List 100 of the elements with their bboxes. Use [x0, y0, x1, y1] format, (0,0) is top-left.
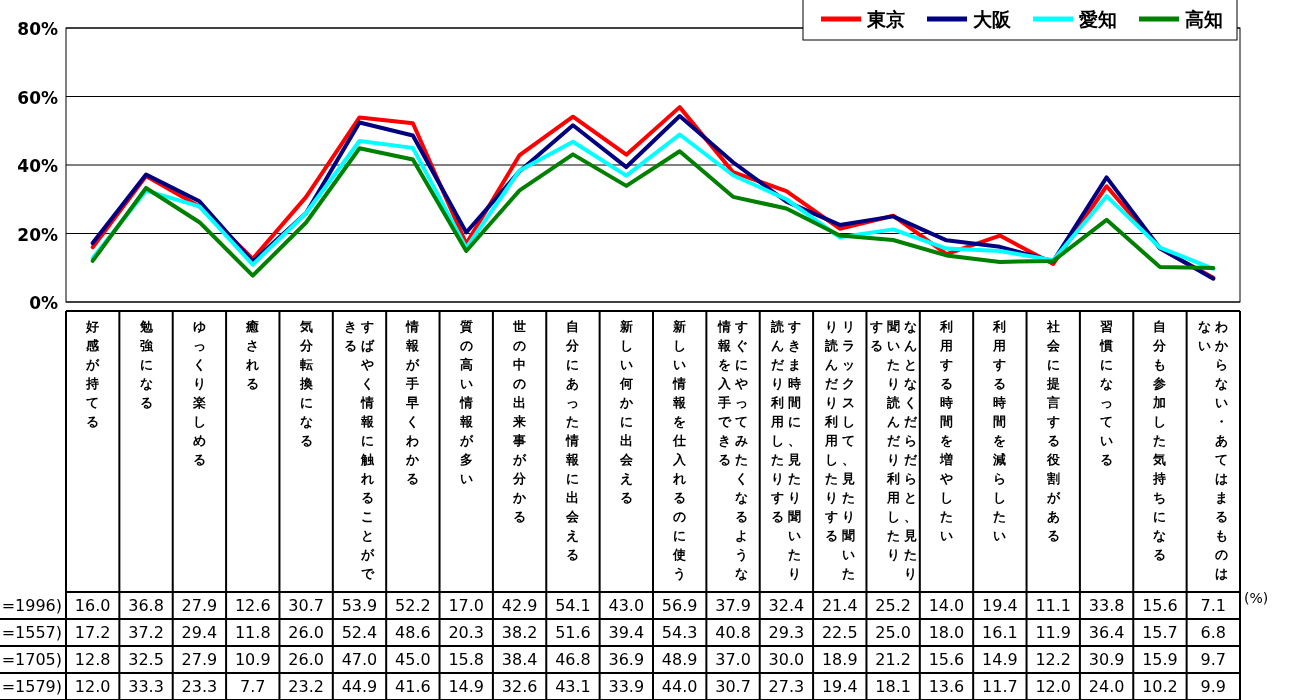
- category-label: わからない・あてはまるものはない: [1198, 319, 1229, 581]
- data-label: 51.6: [554, 622, 592, 644]
- data-label: 32.4: [767, 595, 806, 617]
- data-label: 26.0: [287, 622, 325, 644]
- data-label: 30.0: [767, 649, 806, 671]
- data-label: 9.7: [1199, 649, 1228, 671]
- data-label: 45.0: [394, 649, 432, 671]
- category-label: 利用する時間を減らしたい: [993, 319, 1007, 543]
- data-label: 27.9: [180, 649, 219, 671]
- data-label: 32.6: [500, 676, 539, 698]
- data-label: 12.2: [1034, 649, 1072, 671]
- data-label: 54.1: [554, 595, 592, 617]
- text: =1579): [0, 676, 62, 698]
- text: (%): [1244, 588, 1269, 608]
- category-label: すぐにやってみたくなるような情報を入手できる: [718, 319, 749, 581]
- data-label: 12.6: [233, 595, 272, 617]
- data-label: 16.0: [73, 595, 112, 617]
- data-label: 23.3: [180, 676, 219, 698]
- data-label: 25.2: [874, 595, 912, 617]
- data-label: 46.8: [554, 649, 592, 671]
- y-tick-label: 60%: [17, 87, 58, 108]
- y-tick-label: 80%: [17, 19, 58, 39]
- data-label: 13.6: [927, 676, 966, 698]
- data-label: 56.9: [660, 595, 699, 617]
- data-label: 14.9: [447, 676, 485, 698]
- x-tick-label: 癒される: [245, 318, 261, 393]
- data-label: 42.9: [500, 595, 539, 617]
- legend-label: 高知: [1185, 8, 1223, 30]
- data-label: 37.2: [127, 622, 165, 644]
- category-label: 自分も参加した気持ちになる: [1153, 319, 1167, 562]
- data-label: 48.6: [394, 622, 432, 644]
- x-tick-label: 好感が持てる: [85, 318, 101, 431]
- data-label: 33.9: [607, 676, 646, 698]
- data-label: 12.0: [73, 676, 112, 698]
- data-label: 23.2: [287, 676, 325, 698]
- data-label: 27.9: [180, 595, 219, 617]
- data-label: 15.6: [927, 649, 966, 671]
- category-label: 社会に提言する役割がある: [1046, 319, 1060, 543]
- x-tick-label: 勉強になる: [138, 318, 154, 412]
- y-tick-label: 40%: [17, 156, 58, 176]
- data-label: 15.8: [447, 649, 485, 671]
- data-label: 33.8: [1087, 595, 1126, 617]
- data-label: 37.9: [714, 595, 752, 617]
- data-label: 21.4: [820, 595, 859, 617]
- data-label: 32.5: [127, 649, 165, 671]
- data-label: 15.9: [1141, 649, 1179, 671]
- data-label: 12.0: [1034, 676, 1072, 698]
- data-label: 10.9: [233, 649, 272, 671]
- data-label: 33.3: [127, 676, 165, 698]
- data-label: 9.9: [1199, 676, 1228, 698]
- data-label: 11.7: [981, 676, 1019, 698]
- data-label: 6.8: [1199, 622, 1228, 644]
- data-label: 11.1: [1034, 595, 1072, 617]
- data-label: 37.0: [714, 649, 752, 671]
- data-label: 18.9: [820, 649, 859, 671]
- data-label: 38.2: [500, 622, 539, 644]
- y-tick-label: 20%: [17, 224, 58, 245]
- legend-label: 大阪: [973, 8, 1012, 30]
- data-label: 17.2: [73, 622, 112, 644]
- data-label: 19.4: [981, 595, 1019, 617]
- category-label: 情報が手早くわかる: [406, 319, 420, 486]
- legend-label: 愛知: [1079, 8, 1117, 30]
- data-label: 47.0: [340, 649, 379, 671]
- data-label: 25.0: [874, 622, 912, 644]
- text: =1705): [0, 649, 62, 671]
- data-label: 14.9: [981, 649, 1019, 671]
- data-label: 26.0: [287, 649, 325, 671]
- data-label: 29.3: [767, 622, 806, 644]
- category-label: すきま時間に、見たり聞いたり読んだり利用したりする: [771, 319, 802, 581]
- data-label: 44.0: [660, 676, 699, 698]
- data-label: 14.0: [927, 595, 966, 617]
- data-label: 30.7: [287, 595, 325, 617]
- data-label: 52.2: [394, 595, 432, 617]
- data-label: 38.4: [500, 649, 539, 671]
- data-label: 39.4: [607, 622, 646, 644]
- data-label: 16.1: [981, 622, 1019, 644]
- category-label: 世の中の出来事が分かる: [513, 319, 527, 524]
- data-label: 19.4: [820, 676, 859, 698]
- data-label: 53.9: [340, 595, 379, 617]
- category-label: リラックスして、見たり聞いたり読んだり利用したりする: [824, 319, 855, 581]
- data-label: 52.4: [340, 622, 379, 644]
- x-tick-label: ゆっくり楽しめる: [191, 318, 207, 469]
- data-label: 18.1: [874, 676, 912, 698]
- category-label: 自分にあった情報に出会える: [566, 319, 580, 562]
- data-label: 11.9: [1034, 622, 1072, 644]
- category-label: 新しい情報を仕入れるのに使う: [673, 319, 687, 581]
- data-label: 17.0: [447, 595, 485, 617]
- category-label: 新しい何かに出会える: [619, 319, 633, 505]
- data-label: 10.2: [1141, 676, 1179, 698]
- data-label: 12.8: [73, 649, 112, 671]
- data-label: 24.0: [1087, 676, 1126, 698]
- data-label: 36.4: [1087, 622, 1126, 644]
- category-label: なんとなくだらだらと、見たり聞いたり読んだり利用したりする: [869, 319, 917, 581]
- category-label: すばやく情報に触れることができる: [344, 319, 375, 581]
- data-label: 30.7: [714, 676, 752, 698]
- data-label: 11.8: [233, 622, 272, 644]
- data-label: 48.9: [660, 649, 699, 671]
- text: =1996): [0, 595, 62, 617]
- x-tick-label: 気分転換になる: [298, 318, 314, 450]
- data-label: 7.7: [239, 676, 267, 698]
